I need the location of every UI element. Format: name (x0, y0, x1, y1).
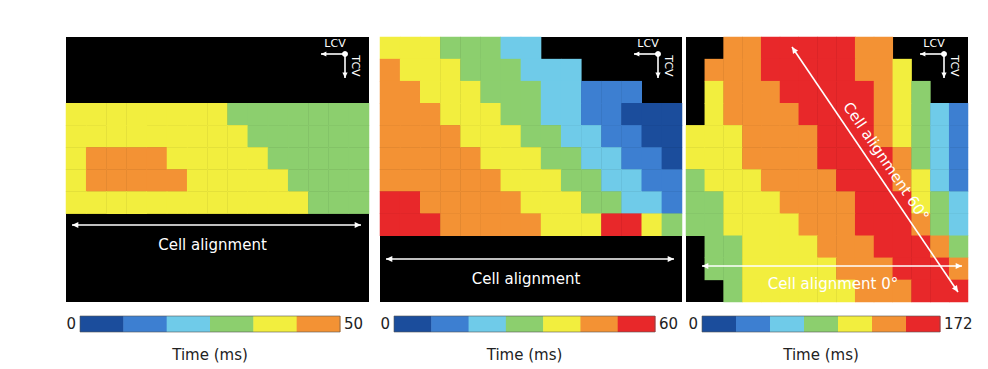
svg-text:TCV: TCV (662, 54, 675, 77)
svg-text:LCV: LCV (637, 37, 659, 50)
svg-text:Time (ms): Time (ms) (486, 346, 563, 364)
svg-text:Cell alignment 0°: Cell alignment 0° (768, 275, 898, 293)
svg-text:60: 60 (659, 315, 678, 333)
svg-text:LCV: LCV (923, 37, 945, 50)
svg-text:172: 172 (944, 315, 973, 333)
svg-text:0: 0 (688, 315, 698, 333)
svg-text:LCV: LCV (324, 37, 346, 50)
svg-text:TCV: TCV (948, 54, 961, 77)
svg-text:TCV: TCV (349, 54, 362, 77)
svg-text:Time (ms): Time (ms) (782, 346, 859, 364)
svg-text:Cell alignment: Cell alignment (472, 270, 581, 288)
svg-text:Time (ms): Time (ms) (171, 346, 248, 364)
svg-text:0: 0 (66, 315, 76, 333)
svg-text:Cell alignment: Cell alignment (158, 236, 267, 254)
svg-text:50: 50 (344, 315, 363, 333)
svg-text:Cell alignment 60°: Cell alignment 60° (839, 99, 932, 225)
svg-text:0: 0 (380, 315, 390, 333)
